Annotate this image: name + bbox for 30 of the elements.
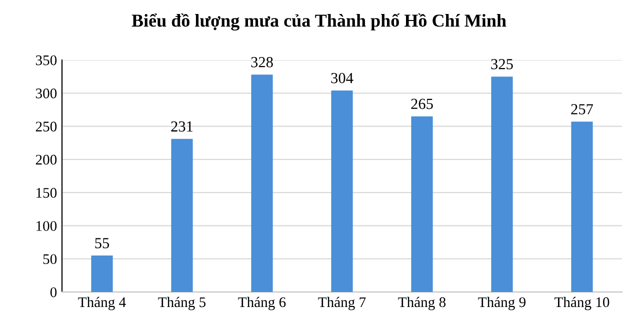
x-tick-label: Tháng 8 [398,296,446,310]
data-label: 231 [171,121,193,132]
data-label: 328 [251,57,273,68]
y-tick-label: 300 [36,88,57,98]
y-tick-label: 50 [43,254,57,264]
y-tick-label: 250 [36,122,57,132]
data-label: 304 [331,72,354,84]
chart-title: Biểu đồ lượng mưa của Thành phố Hồ Chí Minh [132,13,506,31]
bar [251,74,273,292]
y-tick-label: 350 [36,55,57,66]
y-tick-label: 150 [36,188,57,198]
y-tick-label: 0 [50,287,57,298]
data-label: 265 [411,98,433,110]
y-tick-label: 100 [36,221,57,231]
bar [571,122,593,292]
x-tick-label: Tháng 4 [78,296,126,310]
bar [491,76,513,292]
x-tick-label: Tháng 6 [238,296,286,310]
bar [331,90,353,292]
data-label: 325 [491,59,513,70]
bar [91,256,113,292]
y-tick-label: 200 [36,154,57,165]
bar [411,116,433,292]
x-tick-label: Tháng 10 [554,296,610,310]
x-tick-label: Tháng 5 [158,296,206,310]
data-label: 55 [95,238,110,248]
bar [171,138,193,292]
x-tick-label: Tháng 7 [318,296,366,310]
x-tick-label: Tháng 9 [478,296,526,310]
data-label: 257 [571,104,594,114]
